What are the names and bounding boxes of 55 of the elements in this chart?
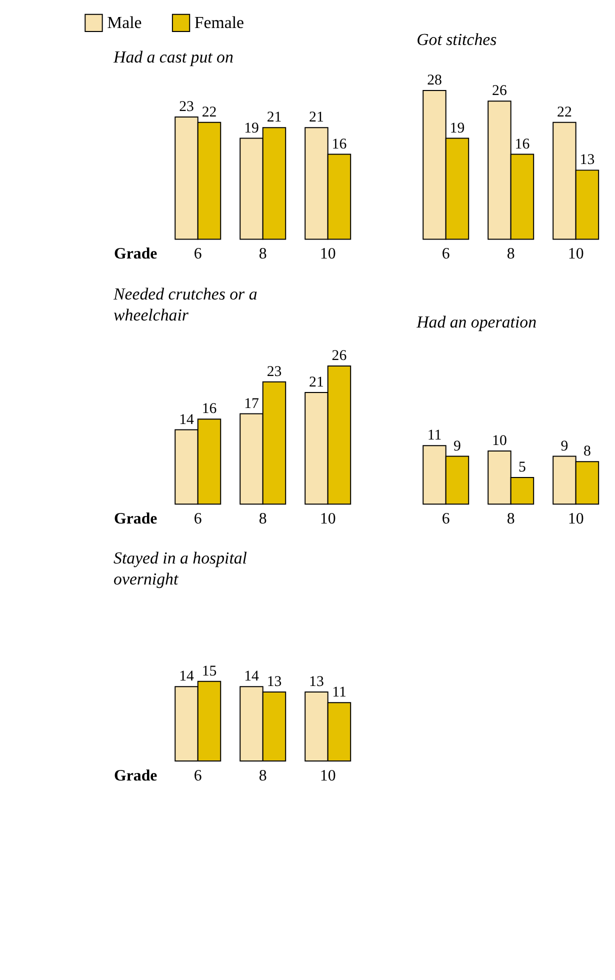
data-label: 23 [179, 99, 194, 116]
data-label: 22 [202, 104, 217, 120]
data-label: 13 [309, 674, 324, 690]
data-label: 14 [179, 412, 194, 428]
data-label: 21 [309, 374, 324, 391]
chart-title: Stayed in a hospital overnight [114, 548, 248, 588]
data-label: 11 [427, 428, 442, 444]
x-tick-label: 8 [258, 246, 267, 263]
data-label: 16 [202, 401, 217, 418]
data-label: 19 [450, 120, 465, 136]
x-tick-label: 6 [194, 246, 202, 263]
data-label: 13 [580, 152, 595, 168]
x-tick-label: 6 [194, 767, 202, 784]
data-label: 21 [266, 110, 282, 126]
data-label: 16 [514, 136, 530, 152]
data-label: 17 [244, 396, 259, 412]
data-label: 26 [492, 83, 507, 100]
data-label: 9 [560, 438, 568, 454]
data-label: 28 [427, 72, 442, 89]
data-label: 23 [266, 364, 282, 380]
x-axis-title: Grade [114, 510, 158, 528]
x-tick-label: 10 [320, 246, 336, 263]
data-label: 5 [518, 460, 526, 476]
x-tick-label: 8 [258, 510, 267, 528]
chart-title: Needed crutches or a wheelchair [112, 284, 258, 324]
data-label: 10 [492, 433, 507, 450]
x-axis-title: Grade [114, 246, 158, 263]
data-label: 11 [332, 684, 346, 701]
x-tick-label: 6 [194, 510, 202, 528]
data-label: 22 [557, 104, 572, 120]
x-tick-label: 10 [568, 510, 584, 528]
data-label: 14 [179, 668, 194, 685]
x-tick-label: 8 [258, 767, 267, 784]
legend-label: Female [194, 12, 244, 32]
data-label: 9 [454, 438, 461, 454]
x-axis-title: Grade [114, 767, 158, 784]
x-tick-label: 8 [506, 246, 515, 263]
x-tick-label: 10 [320, 767, 336, 784]
chart-title: Got stitches [416, 30, 498, 49]
x-tick-label: 6 [442, 246, 450, 263]
chart-title: Had a cast put on [112, 48, 234, 67]
x-tick-label: 6 [442, 510, 450, 528]
data-label: 16 [332, 136, 347, 152]
data-label: 26 [332, 348, 347, 364]
data-label: 19 [244, 120, 259, 136]
chart-title: Had an operation [416, 312, 537, 332]
data-label: 14 [244, 668, 260, 685]
x-tick-label: 10 [320, 510, 336, 528]
x-tick-label: 8 [506, 510, 515, 528]
legend-label: Male [107, 12, 142, 32]
data-label: 15 [202, 663, 217, 680]
data-label: 8 [583, 444, 591, 460]
data-label: 13 [266, 674, 282, 690]
data-label: 21 [309, 110, 324, 126]
x-tick-label: 10 [568, 246, 584, 263]
